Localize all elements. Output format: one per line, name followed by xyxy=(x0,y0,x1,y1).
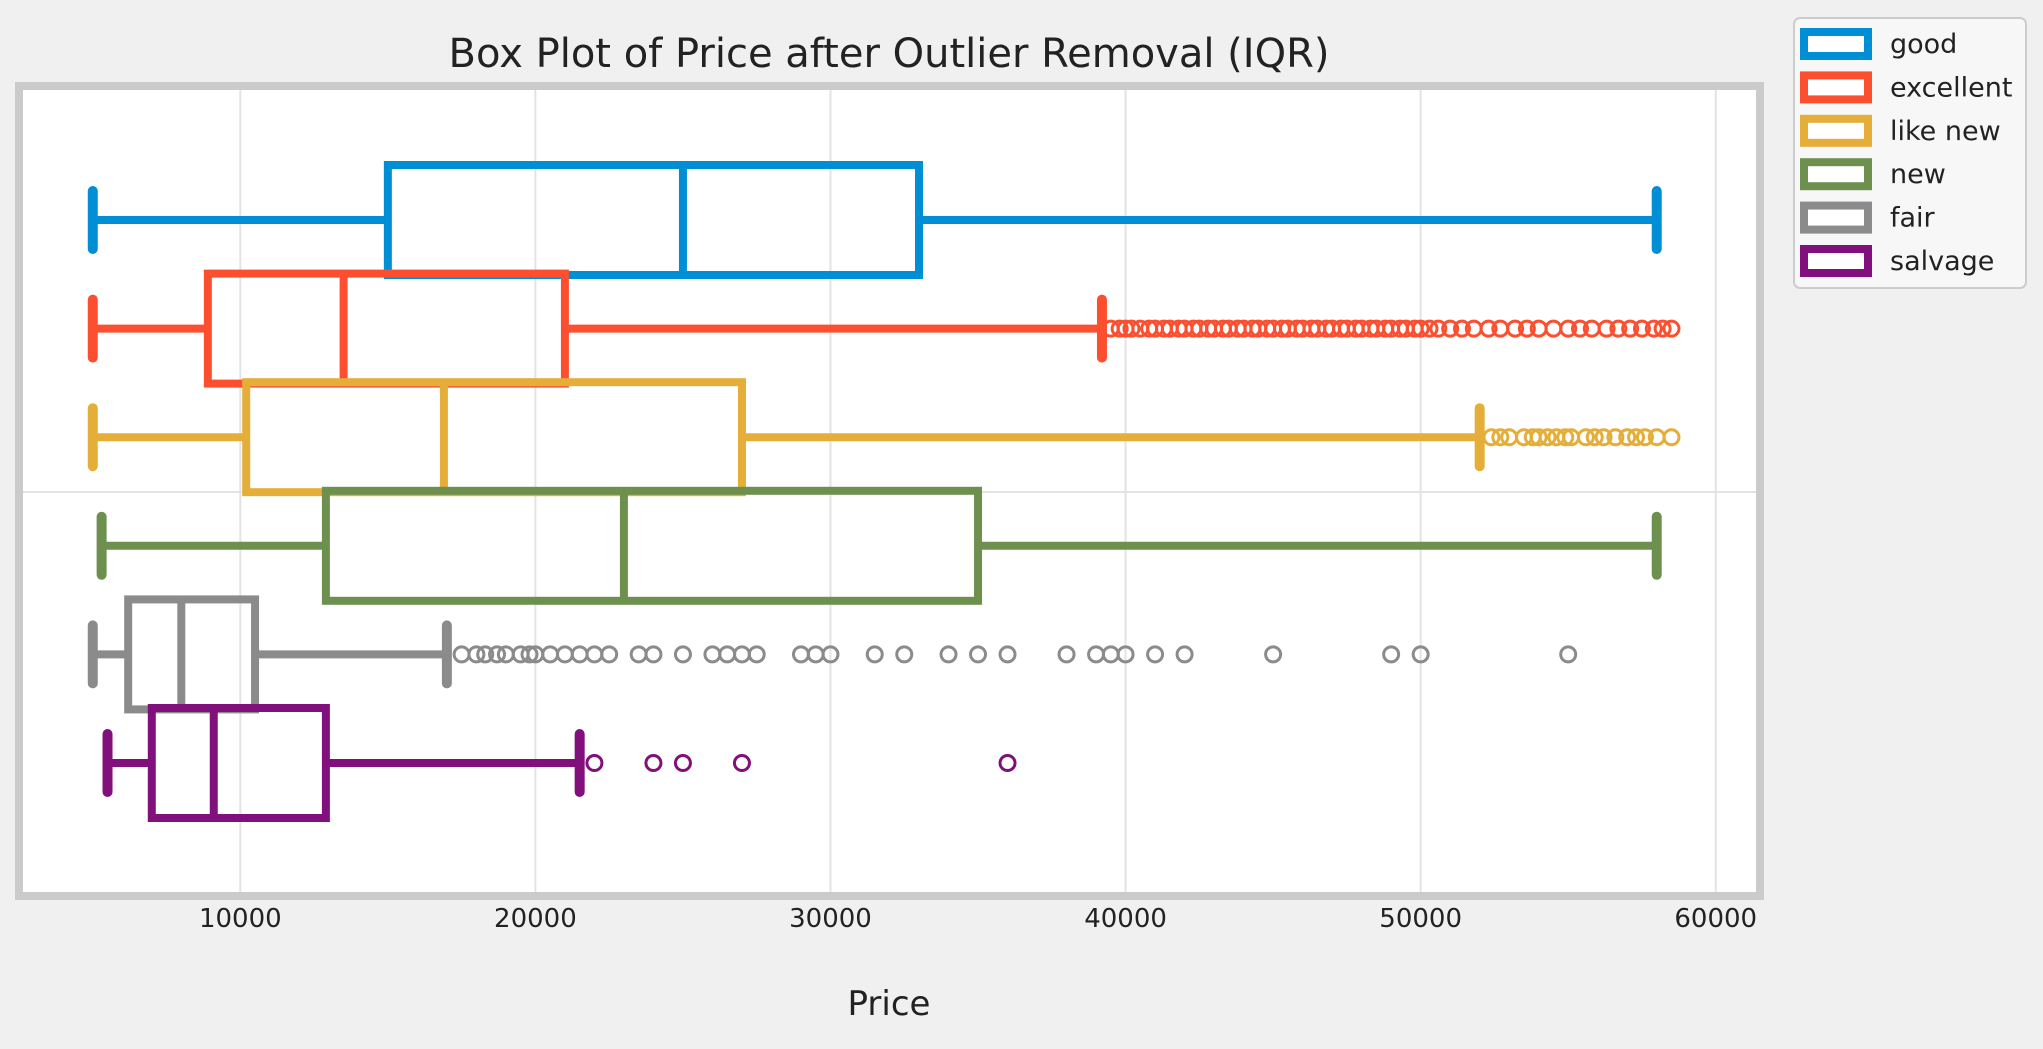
outlier-point xyxy=(644,754,663,772)
legend-swatch xyxy=(1800,158,1872,191)
legend-swatch xyxy=(1800,245,1872,277)
legend-label: new xyxy=(1890,159,1946,190)
x-tick-label: 50000 xyxy=(1379,904,1462,934)
outlier-point xyxy=(1627,428,1646,447)
outlier-point xyxy=(644,645,663,664)
outlier-point xyxy=(1110,319,1129,338)
outlier-point xyxy=(1146,645,1165,664)
outlier-point xyxy=(1479,319,1498,338)
x-tick-label: 20000 xyxy=(494,904,577,934)
legend-label: excellent xyxy=(1890,72,2012,103)
outlier-point xyxy=(1411,645,1430,664)
outlier-point xyxy=(673,645,692,664)
x-axis-ticks: 10000 20000 30000 40000 50000 60000 xyxy=(199,904,1757,934)
outlier-point xyxy=(1662,428,1681,447)
box-group-fair xyxy=(87,595,1578,714)
legend-swatch xyxy=(1800,28,1872,60)
outlier-point xyxy=(673,754,692,772)
outlier-point xyxy=(1618,428,1637,447)
outlier-point xyxy=(1559,645,1578,664)
iqr-box xyxy=(321,486,983,605)
outlier-point xyxy=(1441,319,1460,338)
outlier-point xyxy=(476,645,495,664)
outlier-point xyxy=(895,645,914,664)
outlier-point xyxy=(1264,645,1283,664)
outlier-point xyxy=(1116,645,1135,664)
outlier-point xyxy=(1556,428,1575,447)
outlier-point xyxy=(1606,428,1625,447)
iqr-box xyxy=(383,161,924,279)
outlier-point xyxy=(467,645,486,664)
iqr-box xyxy=(147,704,330,822)
outlier-point xyxy=(747,645,766,664)
x-tick-label: 10000 xyxy=(199,904,282,934)
outlier-point xyxy=(939,645,958,664)
outlier-point xyxy=(1653,319,1672,338)
outlier-point xyxy=(1491,428,1510,447)
outlier-point xyxy=(1529,428,1548,447)
box-series-layer xyxy=(87,161,1681,822)
outlier-point xyxy=(1635,428,1654,447)
box-group-like-new xyxy=(87,378,1681,497)
legend-swatch xyxy=(1800,71,1872,104)
outlier-point xyxy=(585,754,604,772)
legend-label: fair xyxy=(1890,203,1936,234)
outlier-point xyxy=(998,645,1017,664)
outlier-point xyxy=(1594,428,1613,447)
outlier-point xyxy=(600,645,619,664)
outlier-point xyxy=(1429,319,1448,338)
legend-swatch xyxy=(1800,114,1872,147)
outlier-point xyxy=(1559,319,1578,338)
legend-label: like new xyxy=(1890,116,2001,147)
legend-label: good xyxy=(1890,29,1957,60)
outlier-point xyxy=(969,645,988,664)
outlier-point xyxy=(1057,645,1076,664)
outlier-point xyxy=(865,645,884,664)
box-group-new xyxy=(96,486,1662,605)
outlier-point xyxy=(1662,319,1681,338)
box-group-good xyxy=(87,161,1662,279)
outlier-point xyxy=(1570,319,1589,338)
outlier-point xyxy=(1621,319,1640,338)
outlier-point xyxy=(1597,319,1616,338)
outlier-point xyxy=(1506,319,1525,338)
outlier-point xyxy=(821,645,840,664)
outlier-point xyxy=(1609,319,1628,338)
outlier-point xyxy=(1175,645,1194,664)
outlier-point xyxy=(1576,428,1595,447)
outlier-point xyxy=(1517,319,1536,338)
outlier-point xyxy=(998,754,1017,772)
outlier-point xyxy=(1452,319,1471,338)
x-tick-label: 40000 xyxy=(1084,904,1167,934)
legend: good excellent like new new fair salvage xyxy=(1793,17,2027,289)
x-tick-label: 60000 xyxy=(1674,904,1757,934)
box-group-salvage xyxy=(102,704,1017,822)
legend-label: salvage xyxy=(1890,246,1994,277)
outlier-point xyxy=(1122,319,1141,338)
outlier-point xyxy=(1632,319,1651,338)
outlier-point xyxy=(1420,319,1439,338)
outlier-point xyxy=(1585,428,1604,447)
outlier-point xyxy=(1382,645,1401,664)
legend-swatch xyxy=(1800,201,1872,234)
outlier-point xyxy=(520,645,539,664)
chart-title: Box Plot of Price after Outlier Removal … xyxy=(449,31,1330,77)
x-axis-label: Price xyxy=(848,984,931,1024)
outlier-point xyxy=(732,754,751,772)
x-tick-label: 30000 xyxy=(789,904,872,934)
outlier-point xyxy=(1644,319,1663,338)
outlier-point xyxy=(488,645,507,664)
outlier-point xyxy=(1411,319,1430,338)
outlier-point xyxy=(1482,428,1501,447)
outlier-point xyxy=(1538,428,1557,447)
